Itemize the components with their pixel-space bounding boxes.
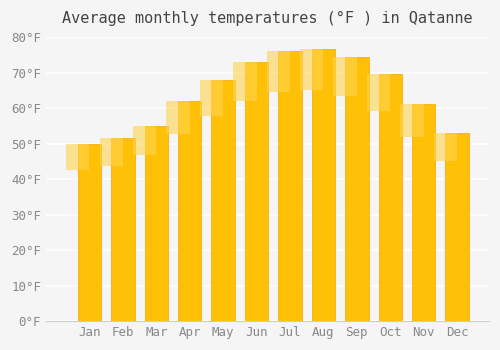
Bar bbox=[446, 133, 469, 321]
Bar bbox=[245, 62, 268, 321]
Title: Average monthly temperatures (°F ) in Qatanne: Average monthly temperatures (°F ) in Qa… bbox=[62, 11, 472, 26]
Bar bbox=[144, 126, 168, 321]
Bar bbox=[412, 104, 436, 321]
Bar bbox=[200, 79, 223, 116]
Bar bbox=[378, 74, 402, 321]
Bar bbox=[133, 126, 156, 155]
Bar bbox=[233, 62, 256, 101]
Bar bbox=[434, 133, 457, 161]
Bar bbox=[100, 138, 123, 166]
Bar bbox=[66, 144, 90, 170]
Bar bbox=[367, 74, 390, 111]
Bar bbox=[178, 101, 202, 321]
Bar bbox=[300, 49, 324, 90]
Bar bbox=[212, 79, 235, 321]
Bar bbox=[312, 49, 335, 321]
Bar bbox=[166, 101, 190, 134]
Bar bbox=[334, 57, 357, 96]
Bar bbox=[400, 104, 423, 137]
Bar bbox=[278, 51, 301, 321]
Bar bbox=[266, 51, 290, 92]
Bar bbox=[111, 138, 134, 321]
Bar bbox=[78, 144, 101, 321]
Bar bbox=[345, 57, 368, 321]
